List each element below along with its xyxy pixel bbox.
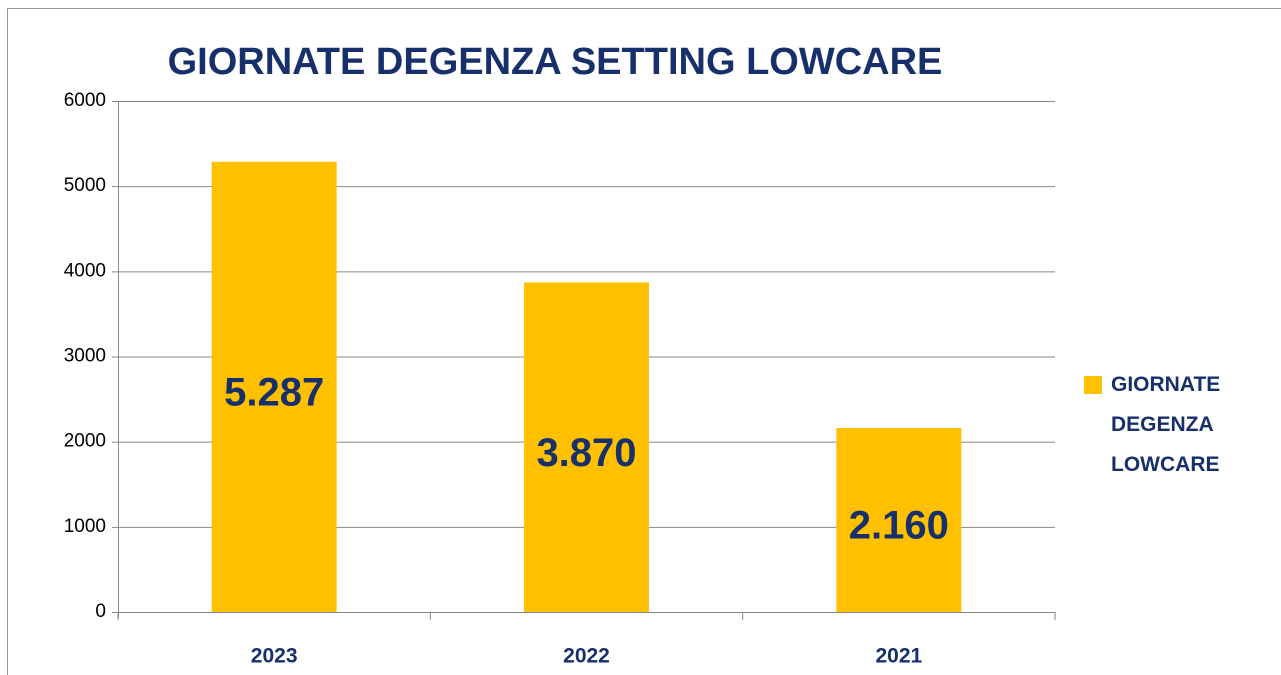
y-tick-label: 1000 bbox=[64, 516, 106, 537]
y-tick-label: 6000 bbox=[64, 90, 106, 111]
x-tick-label: 2021 bbox=[875, 645, 922, 668]
x-tick-label: 2022 bbox=[563, 645, 610, 668]
bar bbox=[211, 161, 337, 613]
data-label: 2.160 bbox=[849, 504, 949, 548]
y-tick-label: 2000 bbox=[64, 431, 106, 452]
chart-title: GIORNATE DEGENZA SETTING LOWCARE bbox=[168, 41, 943, 83]
legend-swatch bbox=[1084, 376, 1102, 394]
data-label: 5.287 bbox=[224, 370, 324, 414]
y-tick-label: 5000 bbox=[64, 175, 106, 196]
y-tick-label: 3000 bbox=[64, 346, 106, 367]
x-tick-label: 2023 bbox=[251, 645, 298, 668]
bar bbox=[836, 428, 962, 612]
y-tick-label: 0 bbox=[95, 601, 106, 622]
bar bbox=[524, 282, 649, 612]
data-label: 3.870 bbox=[536, 431, 636, 475]
y-tick-label: 4000 bbox=[64, 260, 106, 281]
legend-label: GIORNATE DEGENZA LOWCARE bbox=[1111, 373, 1226, 476]
